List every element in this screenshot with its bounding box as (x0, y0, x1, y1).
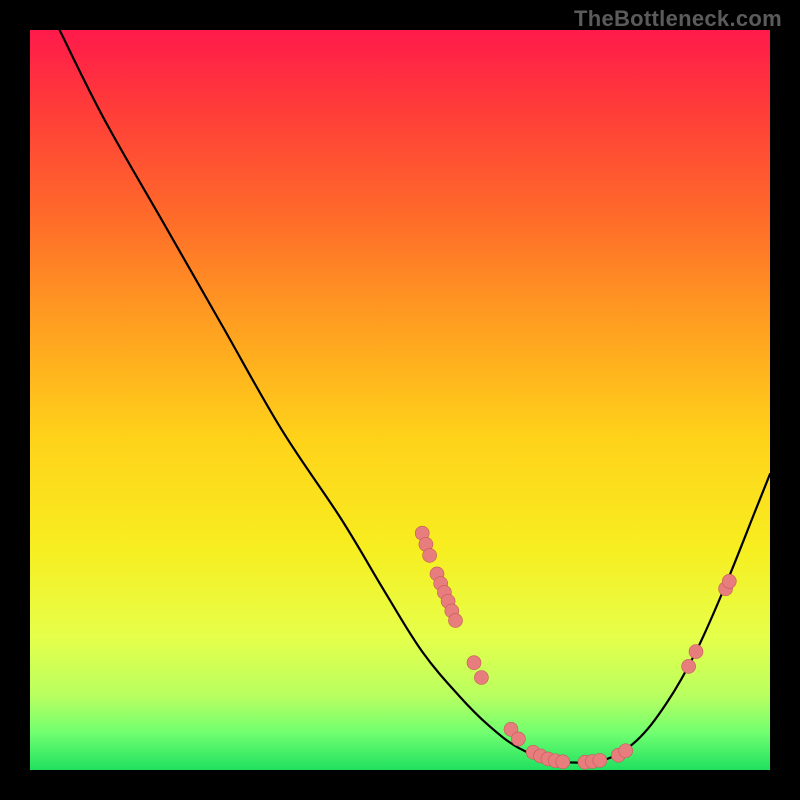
plot-background (30, 30, 770, 770)
data-marker (556, 755, 570, 769)
data-marker (593, 753, 607, 767)
chart-stage: TheBottleneck.com (0, 0, 800, 800)
data-marker (449, 614, 463, 628)
data-marker (511, 732, 525, 746)
data-marker (474, 671, 488, 685)
data-marker (467, 656, 481, 670)
data-marker (722, 574, 736, 588)
bottleneck-chart-svg (0, 0, 800, 800)
data-marker (689, 645, 703, 659)
data-marker (682, 659, 696, 673)
watermark-label: TheBottleneck.com (574, 6, 782, 32)
data-marker (423, 548, 437, 562)
data-marker (619, 744, 633, 758)
